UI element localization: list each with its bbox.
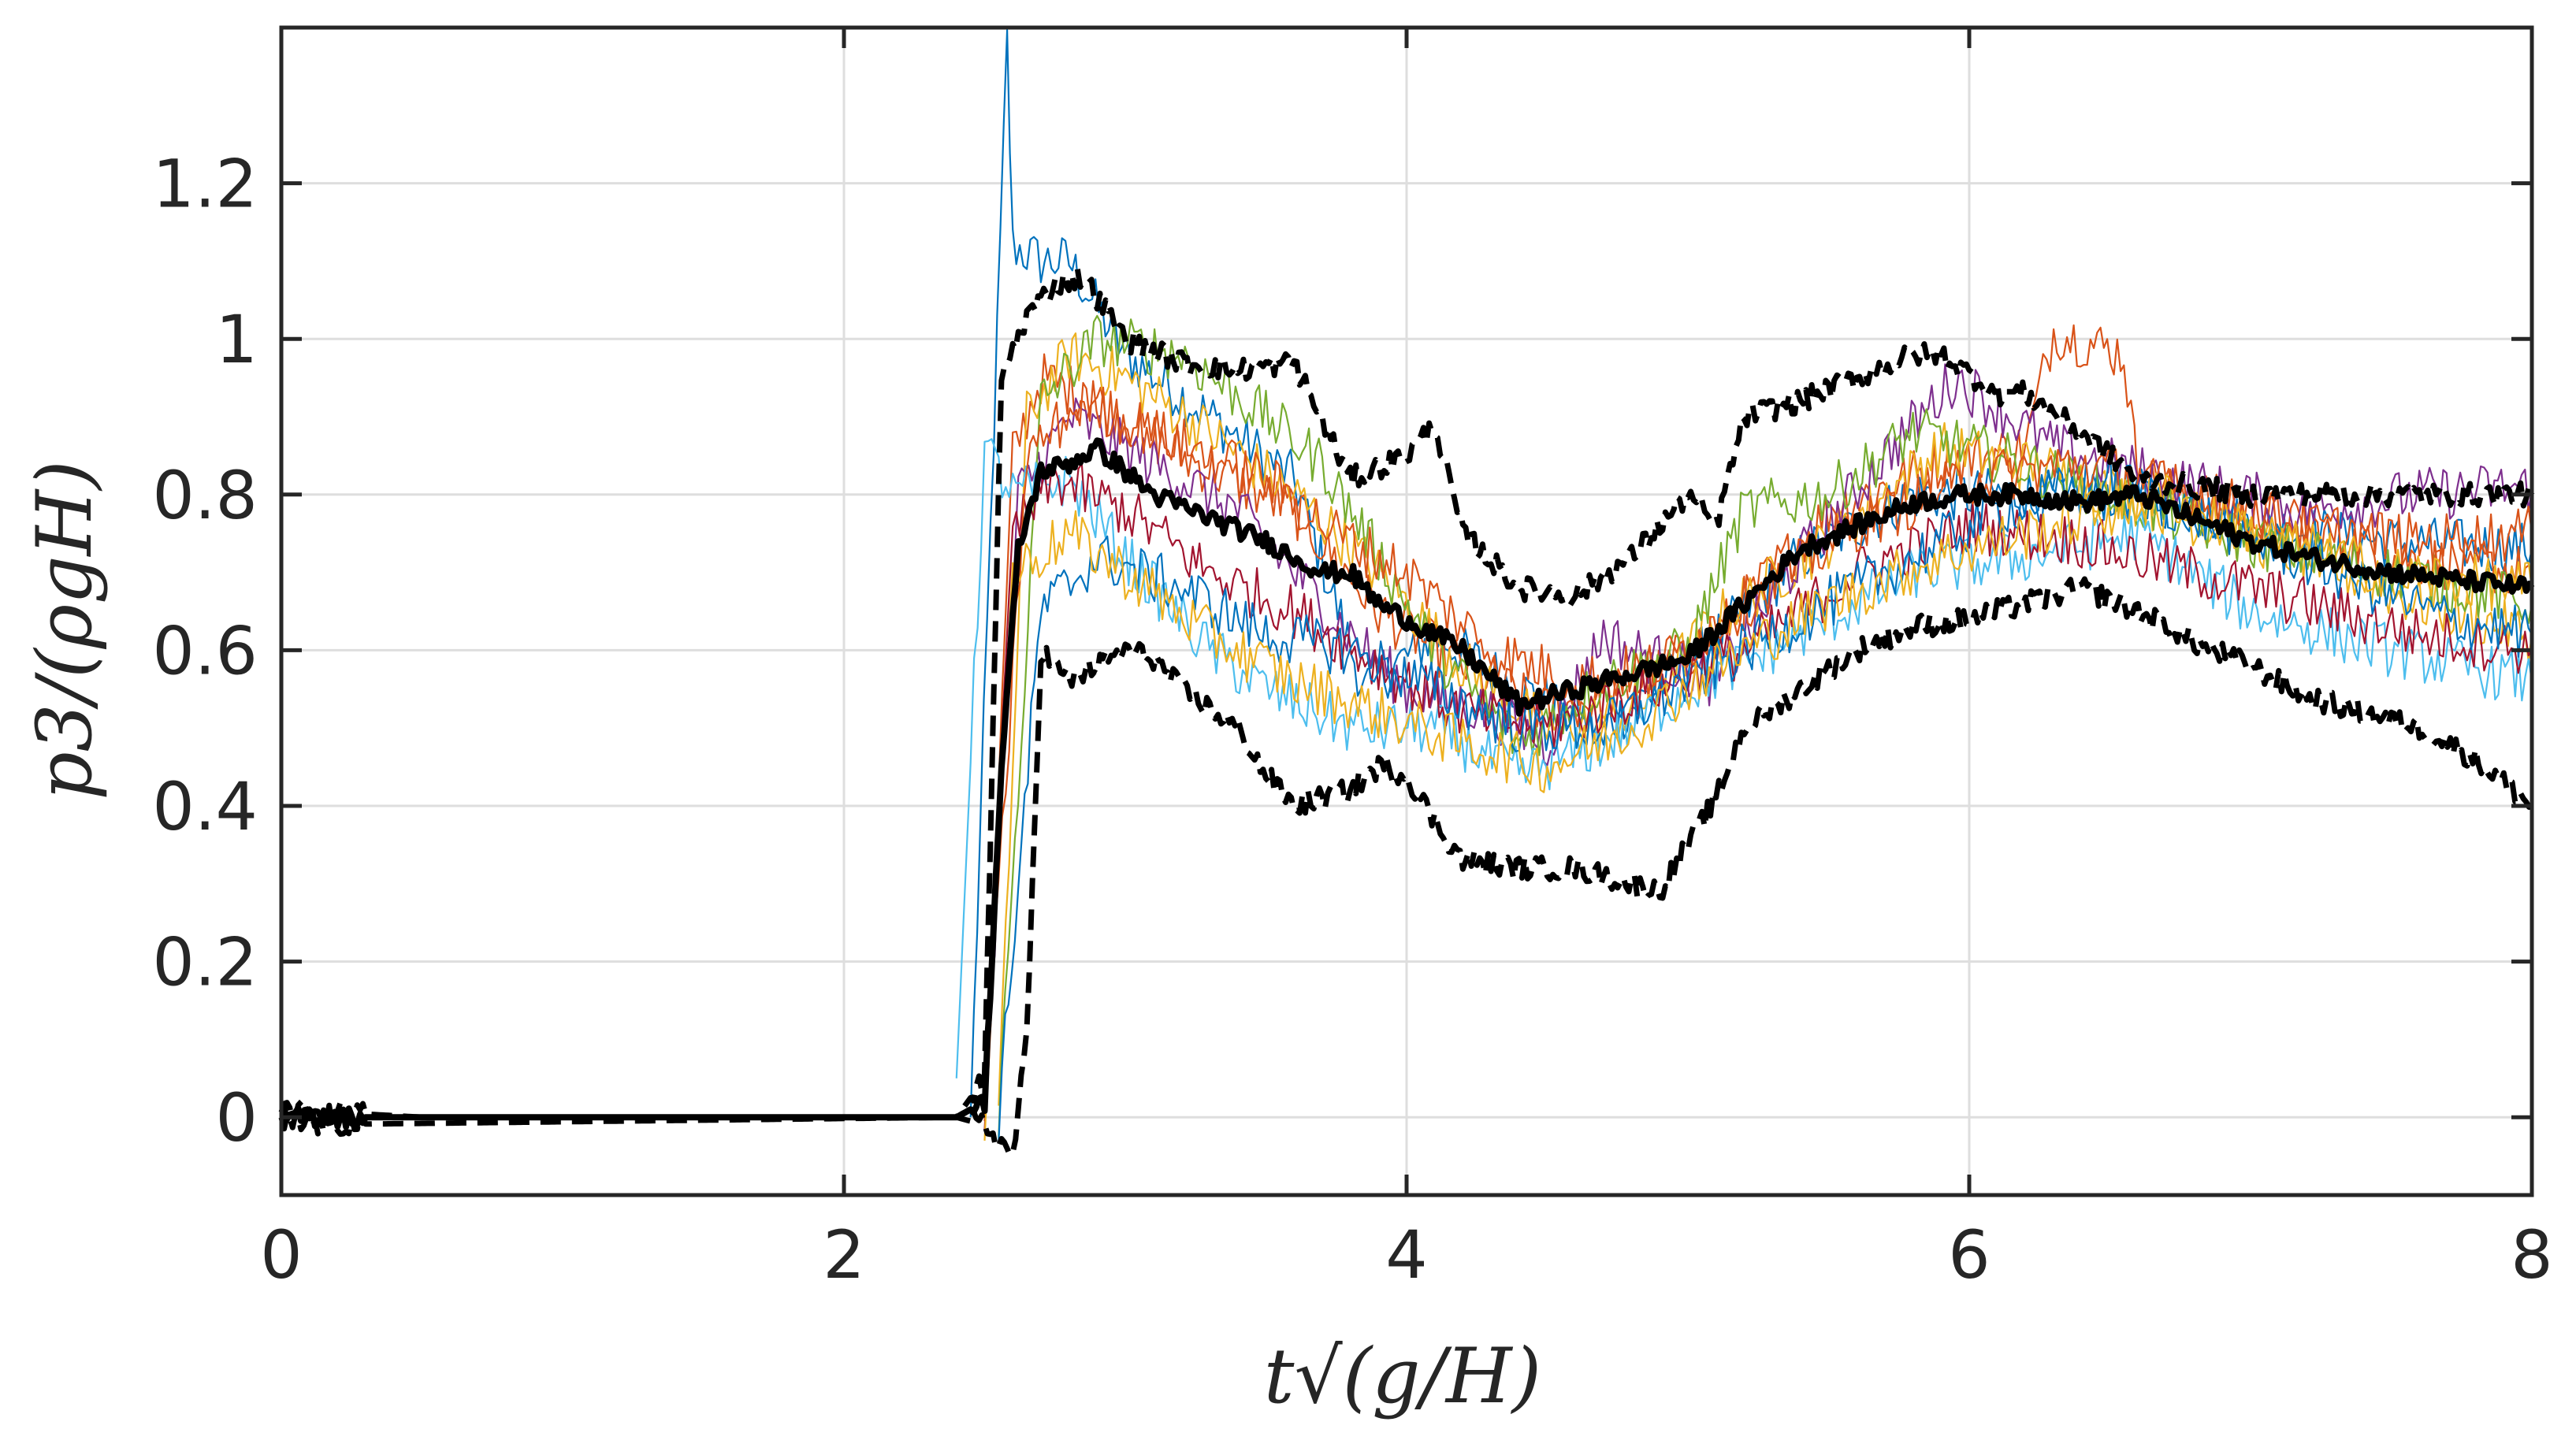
envelope-series-group [278,265,2535,1158]
envelope-mean-line [281,437,2535,1130]
y-tick-label: 1 [216,301,258,378]
x-tick-label: 8 [2511,1216,2552,1294]
y-tick-label: 0.4 [152,768,258,845]
x-tick-labels: 0 2 4 6 8 [260,1216,2552,1294]
grid-lines [281,28,2532,1195]
y-tick-label: 0.6 [152,612,258,689]
y-tick-label: 0 [216,1079,258,1156]
run-series-line [955,438,2533,1078]
x-tick-label: 4 [1385,1216,1427,1294]
y-axis-label: p3/(ρgH) [20,460,109,800]
run-series-group [955,29,2533,1143]
x-axis-label: t√(g/H) [1264,1332,1541,1420]
envelope-lower-line [278,576,2533,1158]
run-series-line [983,462,2533,1130]
axes [279,25,2534,1197]
y-tick-labels: 0 0.2 0.4 0.6 0.8 1 1.2 [152,146,258,1157]
run-series-line [983,472,2533,1141]
run-series-line [998,314,2533,1138]
y-tick-label: 0.2 [152,924,258,1001]
y-tick-label: 1.2 [152,146,258,223]
run-series-line [983,363,2533,1105]
y-tick-label: 0.8 [152,457,258,534]
x-tick-label: 6 [1948,1216,1990,1294]
x-tick-label: 2 [823,1216,864,1294]
x-tick-label: 0 [260,1216,302,1294]
